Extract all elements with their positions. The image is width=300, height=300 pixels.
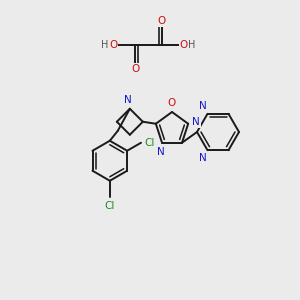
Text: O: O bbox=[158, 16, 166, 26]
Text: H: H bbox=[101, 40, 109, 50]
Text: O: O bbox=[131, 64, 139, 74]
Text: N: N bbox=[199, 101, 207, 111]
Text: H: H bbox=[188, 40, 196, 50]
Text: N: N bbox=[157, 147, 165, 157]
Text: N: N bbox=[192, 117, 200, 127]
Text: O: O bbox=[168, 98, 176, 108]
Text: O: O bbox=[180, 40, 188, 50]
Text: Cl: Cl bbox=[145, 138, 155, 148]
Text: Cl: Cl bbox=[105, 201, 115, 211]
Text: O: O bbox=[109, 40, 117, 50]
Text: N: N bbox=[124, 95, 132, 105]
Text: N: N bbox=[199, 153, 207, 163]
